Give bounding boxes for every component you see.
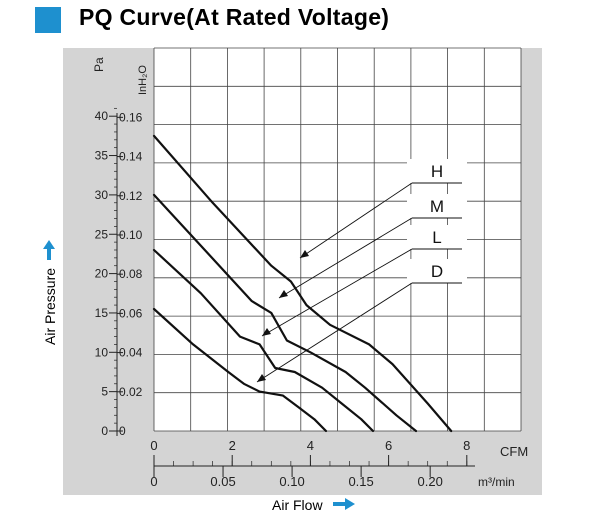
- x-unit-m3min: m³/min: [478, 475, 515, 489]
- x-tick-label-m3min: 0: [150, 474, 157, 489]
- series-line-d: [152, 307, 328, 433]
- x-tick-label-cfm: 4: [307, 438, 314, 453]
- x-axis-title: Air Flow: [272, 497, 355, 513]
- y-tick-label-pa: 10: [95, 345, 109, 359]
- legend-leader-line: [261, 248, 413, 337]
- series-line-h: [152, 134, 453, 433]
- series-line-m: [152, 193, 418, 433]
- y-tick-label-pa: 5: [101, 385, 108, 399]
- y-tick-label-inh2o: 0.08: [119, 267, 143, 281]
- x-arrow-icon: [332, 497, 355, 513]
- x-tick-label-cfm: 2: [229, 438, 236, 453]
- x-tick-label-cfm: 0: [150, 438, 157, 453]
- legend-arrowhead: [279, 290, 288, 298]
- y-tick-label-pa: 15: [95, 306, 109, 320]
- y-tick-label-inh2o: 0.12: [119, 189, 143, 203]
- page-title: PQ Curve(At Rated Voltage): [79, 4, 390, 30]
- y-tick-label-inh2o: 0.06: [119, 306, 143, 320]
- y-unit-pa: Pa: [92, 57, 106, 72]
- legend-label-l: L: [432, 228, 441, 247]
- legend-arrowhead: [262, 328, 271, 336]
- y-arrow-icon: [42, 239, 58, 260]
- y-unit-inh2o: InH₂O: [137, 65, 149, 95]
- y-axis-title: Air Pressure: [42, 239, 58, 345]
- x-tick-label-cfm: 8: [463, 438, 470, 453]
- legend-label-h: H: [431, 162, 443, 181]
- legend-label-bg: [407, 225, 467, 249]
- title-color-block: [35, 7, 61, 33]
- legend-leader-line: [299, 182, 413, 259]
- y-tick-label-inh2o: 0.02: [119, 385, 143, 399]
- y-axis-label: Air Pressure: [42, 267, 58, 345]
- y-tick-label-pa: 40: [95, 109, 109, 123]
- legend-label-bg: [407, 194, 467, 218]
- x-tick-label-m3min: 0.05: [210, 474, 235, 489]
- y-tick-label-inh2o: 0.10: [119, 228, 143, 242]
- y-tick-label-pa: 25: [95, 227, 109, 241]
- x-tick-label-m3min: 0.15: [348, 474, 373, 489]
- series-line-l: [152, 248, 375, 433]
- x-tick-label-m3min: 0.10: [279, 474, 304, 489]
- y-tick-label-pa: 20: [95, 267, 109, 281]
- y-tick-label-inh2o: 0.14: [119, 150, 143, 164]
- legend-label-m: M: [430, 197, 444, 216]
- y-tick-label-inh2o: 0.16: [119, 110, 143, 124]
- y-tick-label-pa: 35: [95, 149, 109, 163]
- x-tick-label-m3min: 0.20: [418, 474, 443, 489]
- y-tick-label-inh2o: 0: [119, 424, 126, 438]
- legend-arrowhead: [257, 374, 266, 382]
- legend-leader-line: [256, 282, 413, 383]
- legend-label-bg: [407, 159, 467, 183]
- y-tick-label-inh2o: 0.04: [119, 346, 143, 360]
- legend-leader-line: [278, 217, 413, 299]
- legend-arrowhead: [300, 250, 309, 258]
- y-tick-label-pa: 30: [95, 188, 109, 202]
- x-tick-label-cfm: 6: [385, 438, 392, 453]
- legend-label-bg: [407, 259, 467, 283]
- x-axis-label: Air Flow: [272, 497, 323, 513]
- y-tick-label-pa: 0: [101, 424, 108, 438]
- x-unit-cfm: CFM: [500, 444, 528, 459]
- legend-label-d: D: [431, 262, 443, 281]
